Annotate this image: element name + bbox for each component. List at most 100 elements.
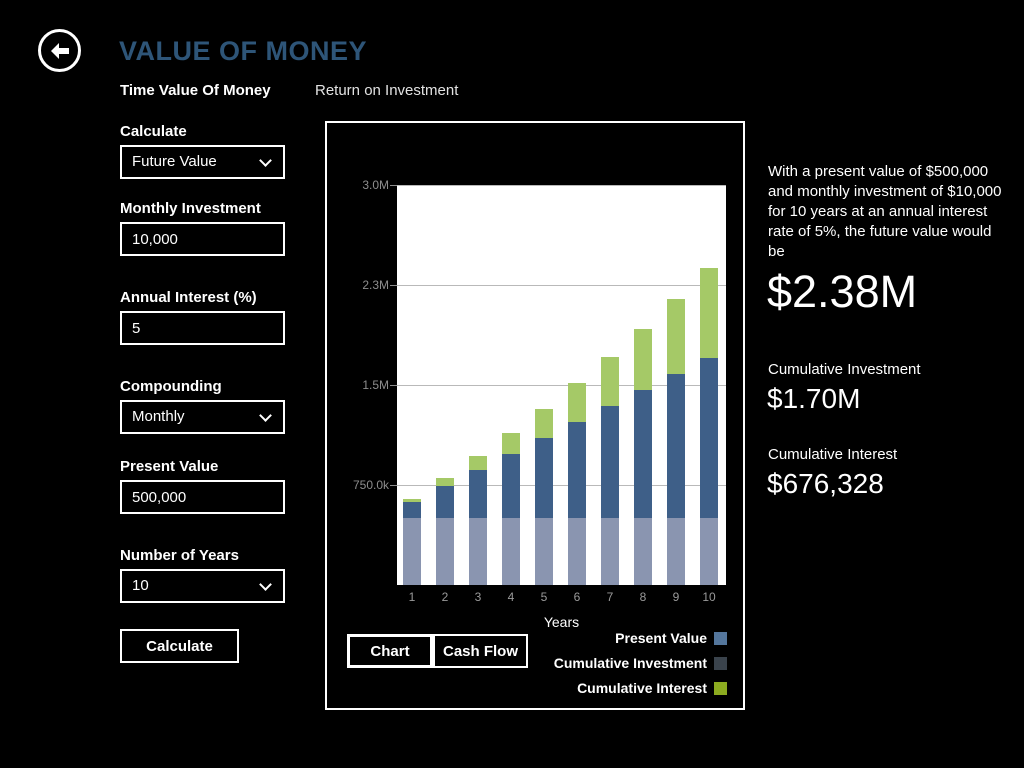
bar-segment [634, 390, 652, 519]
legend-label: Cumulative Interest [577, 680, 707, 696]
cumulative-interest-label: Cumulative Interest [768, 446, 898, 463]
future-value: $2.38M [767, 266, 918, 317]
y-tick-label: 750.0k [352, 478, 389, 492]
cumulative-investment-value: $1.70M [767, 383, 861, 414]
y-tick-label: 3.0M [362, 178, 389, 192]
y-tick-label: 2.3M [362, 278, 389, 292]
number-of-years-dropdown[interactable]: 10 [120, 569, 285, 603]
x-tick-label: 6 [573, 590, 581, 604]
bar-segment [436, 518, 454, 585]
bar-segment [700, 358, 718, 519]
bar-segment [403, 518, 421, 585]
monthly-investment-label: Monthly Investment [120, 200, 261, 217]
chart-panel: 750.0k 1.5M 2.3M 3.0M 1 2 3 4 5 6 7 8 9 10 Years Cha… [325, 121, 745, 710]
bar-year-4 [502, 432, 520, 585]
bar-year-9 [667, 299, 685, 585]
y-tick-mark [390, 285, 397, 286]
gridline [397, 285, 726, 286]
bar-segment [700, 268, 718, 359]
calculate-button[interactable]: Calculate [120, 629, 239, 663]
x-tick-label: 1 [408, 590, 416, 604]
x-tick-label: 9 [672, 590, 680, 604]
bar-year-8 [634, 328, 652, 585]
bar-segment [568, 422, 586, 519]
bar-segment [436, 477, 454, 487]
gridline [397, 185, 726, 186]
cumulative-investment-swatch-icon [714, 656, 727, 670]
bar-segment [568, 518, 586, 585]
x-tick-label: 7 [606, 590, 614, 604]
back-button[interactable] [38, 29, 81, 72]
bar-year-5 [535, 408, 553, 585]
present-value-field[interactable] [120, 480, 285, 514]
chart-view-button[interactable]: Chart [347, 634, 433, 668]
bar-segment [535, 408, 553, 439]
x-tick-label: 10 [702, 590, 716, 604]
compounding-label: Compounding [120, 378, 222, 395]
x-tick-label: 5 [540, 590, 548, 604]
annual-interest-label: Annual Interest (%) [120, 289, 257, 306]
page-title: VALUE OF MONEY [119, 36, 368, 66]
back-arrow-icon [50, 42, 69, 59]
number-of-years-label: Number of Years [120, 547, 239, 564]
bar-segment [700, 518, 718, 585]
bar-year-10 [700, 268, 718, 585]
compounding-dropdown[interactable]: Monthly [120, 400, 285, 434]
cumulative-interest-value: $676,328 [767, 468, 884, 499]
tab-time-value-of-money[interactable]: Time Value Of Money [120, 82, 271, 99]
x-tick-label: 8 [639, 590, 647, 604]
bar-segment [601, 518, 619, 585]
x-tick-label: 3 [474, 590, 482, 604]
gridline [397, 485, 726, 486]
bar-segment [568, 383, 586, 423]
bar-segment [502, 432, 520, 455]
chart-legend: Present Value Cumulative Investment Cumu… [554, 630, 727, 705]
bar-segment [436, 486, 454, 519]
bar-segment [403, 502, 421, 519]
cumulative-investment-label: Cumulative Investment [768, 361, 921, 378]
plot-area [397, 185, 726, 585]
calculate-dropdown[interactable]: Future Value [120, 145, 285, 179]
bar-segment [535, 438, 553, 519]
chevron-down-icon [259, 578, 272, 591]
y-tick-label: 1.5M [362, 378, 389, 392]
bar-segment [667, 299, 685, 375]
x-axis-labels: 1 2 3 4 5 6 7 8 9 10 [397, 590, 726, 604]
legend-item-present-value: Present Value [554, 630, 727, 646]
bar-segment [469, 518, 487, 585]
bar-segment [469, 455, 487, 471]
calculate-label: Calculate [120, 123, 187, 140]
result-summary: With a present value of $500,000 and mon… [768, 163, 1002, 260]
bar-segment [667, 374, 685, 519]
chevron-down-icon [259, 409, 272, 422]
bar-year-6 [568, 383, 586, 585]
legend-label: Cumulative Investment [553, 655, 707, 671]
legend-label: Present Value [615, 630, 707, 646]
bar-year-2 [436, 477, 454, 585]
tab-return-on-investment[interactable]: Return on Investment [315, 82, 459, 99]
cumulative-interest-swatch-icon [714, 681, 727, 695]
bar-segment [601, 356, 619, 407]
bar-segment [634, 328, 652, 391]
bar-segment [502, 454, 520, 519]
bar-segment [502, 518, 520, 585]
y-tick-mark [390, 185, 397, 186]
y-tick-mark [390, 485, 397, 486]
y-tick-mark [390, 385, 397, 386]
bar-year-1 [403, 498, 421, 585]
cashflow-view-button[interactable]: Cash Flow [433, 634, 528, 668]
bar-segment [634, 518, 652, 585]
annual-interest-field[interactable] [120, 311, 285, 345]
x-axis-title: Years [543, 614, 580, 630]
number-of-years-dropdown-value: 10 [132, 577, 149, 594]
bar-segment [469, 470, 487, 519]
compounding-dropdown-value: Monthly [132, 408, 185, 425]
legend-item-cumulative-investment: Cumulative Investment [554, 655, 727, 671]
x-tick-label: 2 [441, 590, 449, 604]
bar-segment [667, 518, 685, 585]
present-value-swatch-icon [714, 631, 727, 645]
calculate-dropdown-value: Future Value [132, 153, 217, 170]
monthly-investment-field[interactable] [120, 222, 285, 256]
bar-segment [601, 406, 619, 519]
bar-year-3 [469, 455, 487, 585]
